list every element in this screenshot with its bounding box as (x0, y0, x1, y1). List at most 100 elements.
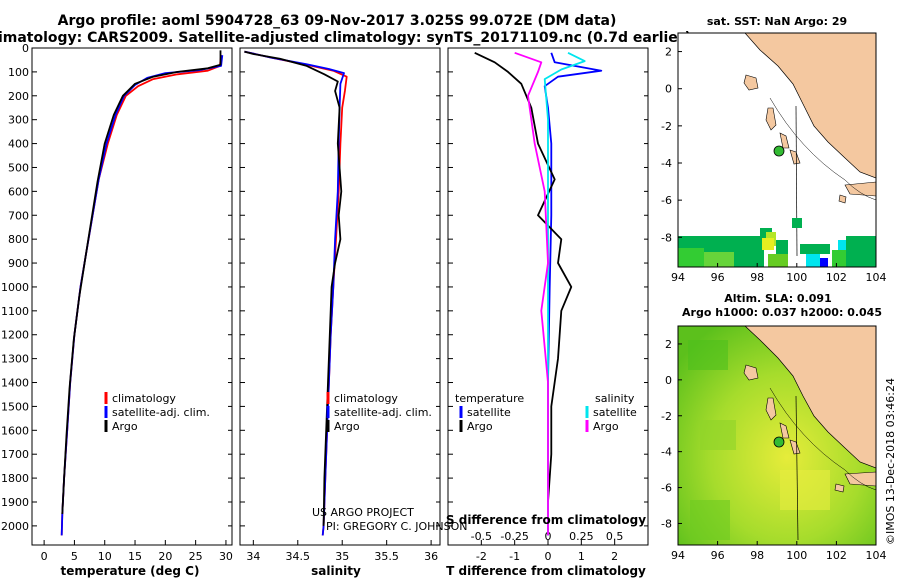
x-tick-label: -1 (509, 550, 520, 563)
sla-map-title-2: Argo h1000: 0.037 h2000: 0.045 (682, 306, 882, 319)
legend-label-climatology: climatology (112, 392, 176, 405)
bathymetry-contour (795, 105, 798, 257)
x-tick-label: 25 (189, 550, 203, 563)
x-tick-label: 2 (611, 550, 618, 563)
y-tick-label: 1000 (1, 281, 29, 294)
legend-label-argo: Argo (112, 420, 138, 433)
y-tick-label: 1500 (1, 400, 29, 413)
x-top-tick-label: 0 (545, 530, 552, 543)
temperature-line-argo (61, 50, 222, 514)
legend-label-s-argo: Argo (593, 420, 619, 433)
y-tick-label: 1400 (1, 377, 29, 390)
sipora-island (779, 422, 790, 439)
y-tick-label: 1900 (1, 496, 29, 509)
difference-xlabel-top: S difference from climatology (446, 513, 646, 527)
sst-pixel-block (820, 258, 828, 267)
sla-map-frame (677, 325, 877, 546)
difference-series-group (474, 51, 603, 536)
map-y-tick-label: 2 (665, 46, 672, 59)
siberut-island (765, 107, 777, 131)
sst-pixel-block (704, 252, 734, 267)
map-x-tick-label: 100 (786, 271, 807, 284)
legend-label-t-argo: Argo (467, 420, 493, 433)
sst-map-frame (677, 32, 877, 268)
pagai-island (789, 149, 801, 165)
sla-anomaly-patch (780, 470, 830, 510)
salinity-panel (239, 47, 441, 546)
project-annotation: US ARGO PROJECT (312, 506, 414, 519)
title-line-1: Argo profile: aoml 5904728_63 09-Nov-201… (58, 13, 617, 29)
map-y-tick-label: -4 (661, 446, 672, 459)
map-x-tick-label: 102 (826, 549, 847, 562)
map-y-tick-label: -8 (661, 517, 672, 530)
y-tick-label: 1200 (1, 329, 29, 342)
map-y-tick-label: 0 (665, 374, 672, 387)
difference-line-s-argo (514, 51, 549, 536)
temperature-xlabel: temperature (deg C) (61, 564, 200, 578)
y-tick-label: 100 (8, 66, 29, 79)
java-landmass (844, 471, 876, 487)
siberut-island (765, 397, 777, 421)
temperature-legend: climatology satellite-adj. clim. Argo (104, 392, 210, 433)
sla-anomaly-patch (690, 500, 730, 540)
sla-map-title-1: Altim. SLA: 0.091 (724, 292, 831, 305)
salinity-line-argo (244, 50, 343, 526)
x-tick-label: 34 (246, 550, 260, 563)
sst-pixel-block (792, 218, 802, 228)
sst-pixel-block (800, 244, 830, 254)
legend-title-temperature: temperature (455, 392, 524, 405)
sla-anomaly-patch (688, 340, 728, 370)
y-tick-label: 800 (8, 233, 29, 246)
x-tick-label: 36 (424, 550, 438, 563)
legend-title-salinity: salinity (595, 392, 635, 405)
axes-layer: 0 5 10 15 20 25 300100200300400500600700800900… (1, 42, 648, 563)
sumatra-landmass (744, 326, 876, 469)
salinity-legend: climatology satellite-adj. clim. Argo (326, 392, 432, 433)
sst-pixel-block (768, 254, 788, 267)
map-x-tick-label: 104 (866, 271, 887, 284)
x-tick-label: 35 (335, 550, 349, 563)
map-ticks: 94 96 98 100 102 104 2 0 -2 -4 -6 -8 94 96 98 100 102 104… (661, 46, 886, 562)
x-top-tick-label: -0.5 (471, 530, 492, 543)
legend-label-climatology: climatology (334, 392, 398, 405)
salinity-xlabel: salinity (311, 564, 361, 578)
series-layer (60, 50, 603, 536)
map-x-tick-label: 96 (711, 271, 725, 284)
y-tick-label: 1300 (1, 353, 29, 366)
map-y-tick-label: -2 (661, 410, 672, 423)
enggano-island (838, 194, 847, 204)
y-tick-label: 1700 (1, 448, 29, 461)
sipora-island (779, 132, 790, 149)
map-x-tick-label: 94 (671, 271, 685, 284)
sla-anomaly-patch (700, 420, 736, 450)
x-tick-label: 35.5 (374, 550, 399, 563)
map-y-tick-label: -8 (661, 231, 672, 244)
salinity-series-group (244, 50, 348, 536)
temperature-panel (31, 47, 233, 546)
sst-map-title: sat. SST: NaN Argo: 29 (707, 15, 847, 28)
temperature-series-group (60, 50, 224, 536)
map-y-tick-label: 0 (665, 83, 672, 96)
y-tick-label: 500 (8, 161, 29, 174)
imos-credit: ©IMOS 13-Dec-2018 03:46:24 (884, 378, 897, 545)
x-tick-label: 1 (578, 550, 585, 563)
y-tick-label: 300 (8, 114, 29, 127)
y-tick-label: 700 (8, 209, 29, 222)
y-tick-label: 1100 (1, 305, 29, 318)
map-x-tick-label: 96 (711, 549, 725, 562)
sst-pixel-block (806, 254, 820, 267)
nias-island (743, 364, 759, 381)
y-tick-label: 2000 (1, 520, 29, 533)
bathymetry-contour (769, 97, 876, 201)
sst-pixel-block (678, 248, 704, 267)
map-x-tick-label: 94 (671, 549, 685, 562)
map-y-tick-label: 2 (665, 338, 672, 351)
x-tick-label: 34.5 (286, 550, 311, 563)
sst-pixel-block (838, 240, 850, 250)
x-tick-label: 20 (158, 550, 172, 563)
sst-pixel-block (846, 236, 876, 267)
map-y-tick-label: -6 (661, 482, 672, 495)
x-tick-label: 0 (545, 550, 552, 563)
argo-float-marker (773, 436, 785, 448)
sst-map (677, 32, 877, 268)
